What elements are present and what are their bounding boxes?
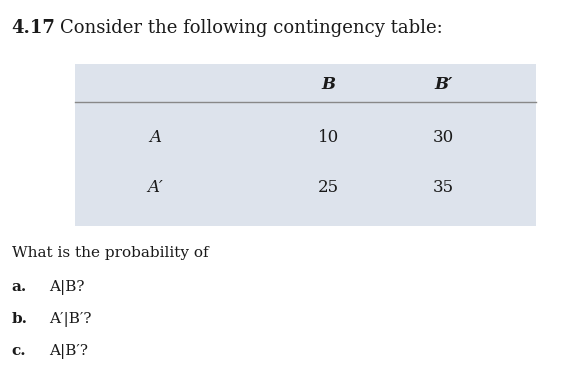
Text: A′: A′ — [147, 179, 164, 197]
Text: What is the probability of: What is the probability of — [12, 246, 208, 260]
Text: c.: c. — [12, 344, 26, 358]
Text: a.: a. — [12, 280, 26, 294]
Text: B: B — [321, 76, 335, 93]
Text: A: A — [150, 129, 161, 146]
Text: 4.17: 4.17 — [12, 19, 55, 37]
Text: 35: 35 — [433, 179, 454, 197]
Text: A|B?: A|B? — [49, 280, 85, 295]
Text: 30: 30 — [433, 129, 454, 146]
Text: A|B′?: A|B′? — [49, 344, 88, 359]
Text: 10: 10 — [318, 129, 339, 146]
Text: Consider the following contingency table:: Consider the following contingency table… — [60, 19, 443, 37]
Text: b.: b. — [12, 312, 28, 326]
Text: 25: 25 — [318, 179, 339, 197]
Text: B′: B′ — [434, 76, 453, 93]
FancyBboxPatch shape — [75, 64, 536, 226]
Text: A′|B′?: A′|B′? — [49, 312, 92, 327]
